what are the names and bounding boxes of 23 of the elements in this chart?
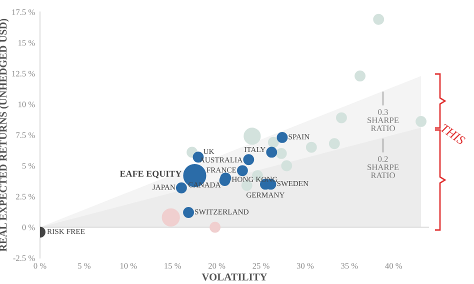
- x-tick-label: 20 %: [208, 263, 226, 269]
- x-tick-label: 10 %: [120, 263, 137, 269]
- y-tick-label: 15 %: [18, 40, 35, 46]
- y-tick-label: 0 %: [22, 224, 35, 230]
- x-tick-label: 15 %: [164, 263, 182, 269]
- y-tick-label: 17.5 %: [12, 9, 35, 16]
- annotation: 0.2 SHARPE RATIO: [368, 156, 399, 178]
- y-tick-label: 2.5 %: [16, 194, 35, 200]
- y-tick-label: -2.5 %: [13, 255, 35, 262]
- x-tick-label: 5 %: [78, 263, 91, 269]
- y-tick-label: 7.5 %: [16, 132, 35, 138]
- x-tick-label: 35 %: [341, 263, 358, 269]
- y-tick-label: 5 %: [22, 163, 35, 169]
- y-tick-label: 12.5 %: [12, 70, 35, 77]
- text: THIS: [440, 124, 466, 146]
- annotation: EAFE EQUITY: [120, 170, 182, 178]
- y-tick-label: 10 %: [18, 102, 35, 108]
- x-tick-label: 0 %: [34, 263, 46, 269]
- x-tick-label: 25 %: [252, 263, 270, 269]
- annotation: 0.3 SHARPE RATIO: [368, 109, 399, 132]
- x-axis-title: VOLATILITY: [202, 274, 268, 281]
- x-tick-label: 30 %: [296, 263, 314, 269]
- x-tick-label: 40 %: [385, 263, 402, 269]
